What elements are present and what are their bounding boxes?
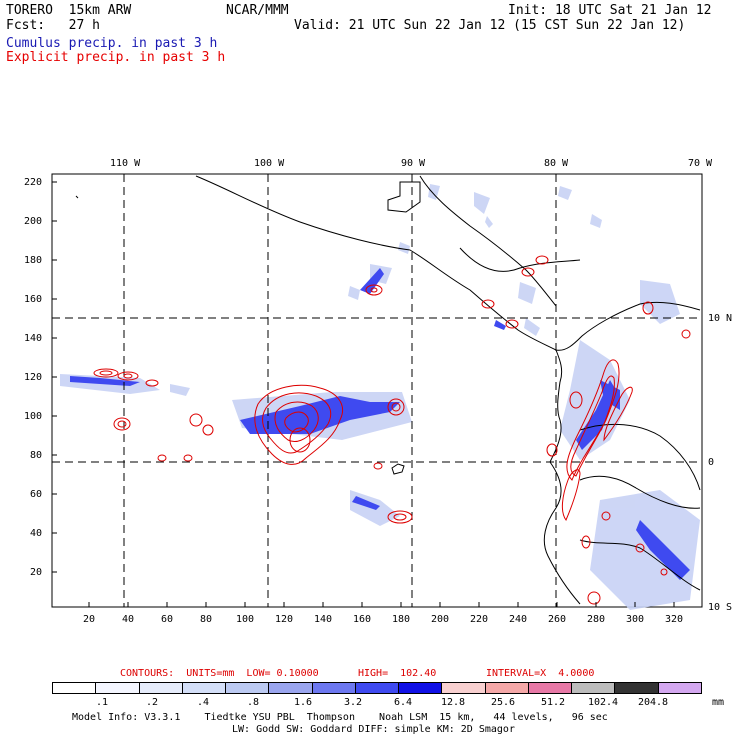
legend-swatch	[442, 683, 486, 693]
y-tick: 120	[24, 372, 43, 383]
lon-label-70w: 70 W	[688, 158, 713, 169]
legend-label: 102.4	[587, 697, 619, 708]
legend-swatch	[96, 683, 140, 693]
x-tick: 120	[275, 614, 294, 625]
cumulus-precip-dark	[70, 268, 690, 580]
organization: NCAR/MMM	[226, 3, 289, 18]
y-tick: 160	[24, 294, 43, 305]
x-tick: 260	[548, 614, 567, 625]
model-info: Model Info: V3.3.1 Tiedtke YSU PBL Thomp…	[72, 712, 608, 723]
model-title: TORERO 15km ARW	[6, 3, 132, 18]
legend-swatch	[312, 683, 356, 693]
y-tick: 40	[30, 528, 43, 539]
x-tick: 180	[392, 614, 411, 625]
forecast-hour: Fcst: 27 h	[6, 18, 100, 33]
x-tick: 40	[122, 614, 135, 625]
coastlines	[75, 175, 701, 605]
valid-time: Valid: 21 UTC Sun 22 Jan 12 (15 CST Sun …	[294, 18, 686, 33]
lon-label-100w: 100 W	[254, 158, 285, 169]
legend-swatch	[658, 683, 701, 693]
legend-label: 25.6	[490, 697, 516, 708]
contour-interval: INTERVAL=X 4.0000	[486, 668, 595, 679]
contour-high: HIGH= 102.40	[358, 668, 437, 679]
x-tick: 300	[626, 614, 645, 625]
y-tick: 140	[24, 333, 43, 344]
legend-unit: mm	[712, 697, 725, 708]
legend-swatch	[139, 683, 183, 693]
legend-swatch	[269, 683, 313, 693]
legend-label: .2	[145, 697, 159, 708]
legend-swatch	[355, 683, 400, 693]
legend-swatch	[53, 683, 97, 693]
y-tick: 80	[30, 450, 43, 461]
x-tick: 140	[314, 614, 333, 625]
explicit-precip-contours	[93, 255, 691, 605]
contour-units: CONTOURS: UNITS=mm LOW= 0.10000	[120, 668, 319, 679]
legend-label: 6.4	[393, 697, 413, 708]
lat-label-10n: 10 N	[708, 313, 733, 324]
x-tick: 20	[83, 614, 96, 625]
legend-labels: .1 .2 .4 .8 1.6 3.2 6.4 12.8 25.6 51.2 1…	[52, 697, 702, 709]
legend-swatch	[528, 683, 573, 693]
x-tick: 60	[161, 614, 174, 625]
x-tick: 320	[665, 614, 684, 625]
legend-swatch	[572, 683, 616, 693]
field1-label: Cumulus precip. in past 3 h	[6, 36, 218, 51]
y-tick: 100	[24, 411, 43, 422]
legend-label: 51.2	[540, 697, 566, 708]
x-tick: 280	[587, 614, 606, 625]
legend-swatch	[485, 683, 529, 693]
x-tick: 160	[353, 614, 372, 625]
legend-label: 1.6	[293, 697, 313, 708]
legend-swatch	[226, 683, 270, 693]
field2-label: Explicit precip. in past 3 h	[6, 50, 226, 65]
precip-legend-bar	[52, 682, 702, 694]
y-tick: 220	[24, 177, 43, 188]
init-time: Init: 18 UTC Sat 21 Jan 12	[508, 3, 712, 18]
legend-swatch	[615, 683, 659, 693]
lat-label-0: 0	[708, 457, 715, 468]
legend-label: .8	[246, 697, 260, 708]
y-tick: 20	[30, 567, 43, 578]
x-tick: 200	[431, 614, 450, 625]
x-tick: 240	[509, 614, 528, 625]
y-tick: 180	[24, 255, 43, 266]
legend-label: .4	[196, 697, 210, 708]
legend-label: 12.8	[440, 697, 466, 708]
lon-label-80w: 80 W	[544, 158, 569, 169]
legend-swatch	[182, 683, 227, 693]
y-tick: 60	[30, 489, 43, 500]
model-info-physics: LW: Godd SW: Goddard DIFF: simple KM: 2D…	[232, 724, 515, 735]
lon-label-110w: 110 W	[110, 158, 141, 169]
legend-swatch	[399, 683, 443, 693]
x-tick: 100	[236, 614, 255, 625]
lon-label-90w: 90 W	[401, 158, 426, 169]
lat-label-10s: 10 S	[708, 602, 733, 613]
x-tick: 220	[470, 614, 489, 625]
legend-label: 204.8	[637, 697, 669, 708]
legend-label: .1	[95, 697, 109, 708]
x-tick: 80	[200, 614, 213, 625]
graticule	[52, 174, 702, 607]
legend-label: 3.2	[343, 697, 363, 708]
map-frame	[51, 173, 703, 608]
x-axis-ticks	[88, 602, 675, 607]
y-tick: 200	[24, 216, 43, 227]
y-axis-ticks	[52, 181, 57, 573]
